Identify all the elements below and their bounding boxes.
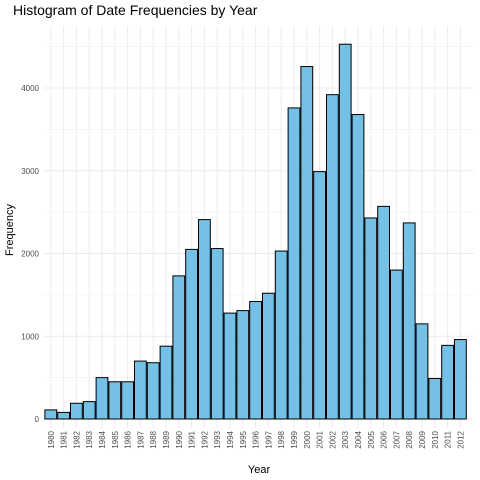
- bar-2003: [338, 43, 352, 420]
- x-tick-label: 1991: [188, 430, 197, 448]
- bar-1994: [223, 312, 237, 420]
- x-tick-label: 2002: [328, 430, 337, 448]
- x-tick-label: 1982: [72, 430, 81, 448]
- bar-1987: [134, 360, 147, 420]
- x-tick-label: 2003: [341, 430, 350, 448]
- x-tick-label: 1995: [239, 430, 248, 448]
- bar-1997: [262, 292, 275, 420]
- x-tick-label: 1992: [200, 430, 209, 448]
- x-tick-label: 2008: [405, 430, 414, 448]
- x-tick-label: 2001: [316, 430, 325, 448]
- bar-1998: [274, 250, 288, 420]
- x-tick-label: 1999: [290, 430, 299, 448]
- bar-2004: [351, 114, 365, 420]
- bar-1980: [44, 409, 58, 420]
- x-tick-label: 2009: [418, 430, 427, 448]
- bar-2011: [441, 344, 455, 420]
- x-tick-label: 2006: [380, 430, 389, 448]
- x-tick-label: 1994: [226, 430, 235, 448]
- y-tick-label: 2000: [21, 250, 39, 259]
- x-tick-label: 1987: [136, 430, 145, 448]
- bar-2006: [377, 205, 391, 420]
- bar-1996: [249, 301, 262, 420]
- x-tick-label: 1981: [60, 430, 69, 448]
- x-tick-label: 2007: [392, 430, 401, 448]
- x-tick-label: 2000: [303, 430, 312, 448]
- bar-1981: [57, 411, 71, 420]
- y-tick-label: 1000: [21, 332, 39, 341]
- bar-2005: [364, 217, 378, 420]
- bars: [44, 43, 467, 420]
- x-tick-label: 1996: [252, 430, 261, 448]
- bar-2002: [326, 94, 339, 420]
- chart-title: Histogram of Date Frequencies by Year: [13, 2, 258, 18]
- bar-1983: [82, 401, 96, 420]
- bar-1999: [287, 107, 301, 420]
- bar-1995: [236, 310, 250, 420]
- x-tick-label: 1988: [149, 430, 158, 448]
- x-tick-label: 1997: [264, 430, 273, 448]
- x-tick-label: 2005: [367, 430, 376, 448]
- x-tick-labels: 1980 1981 1982 1983 1984 1985 1986 1987 1988 1989…: [47, 430, 466, 448]
- bar-1990: [172, 275, 186, 420]
- bar-2000: [300, 66, 314, 420]
- bar-1988: [146, 362, 160, 420]
- y-tick-label: 4000: [21, 84, 39, 93]
- bar-2008: [402, 222, 416, 420]
- bar-1992: [198, 219, 211, 420]
- x-tick-label: 2011: [444, 430, 453, 448]
- bar-1985: [108, 381, 122, 420]
- y-axis-title: Frequency: [4, 204, 16, 256]
- x-tick-label: 1983: [85, 430, 94, 448]
- x-tick-label: 1998: [277, 430, 286, 448]
- x-axis-title: Year: [248, 464, 271, 476]
- bar-2012: [454, 339, 467, 420]
- x-tick-label: 1990: [175, 430, 184, 448]
- y-tick-label: 3000: [21, 167, 39, 176]
- x-tick-label: 2004: [354, 430, 363, 448]
- bar-1989: [159, 345, 173, 420]
- x-tick-label: 1986: [124, 430, 133, 448]
- x-tick-label: 1985: [111, 430, 120, 448]
- y-tick-labels: 0 1000 2000 3000 4000: [21, 84, 39, 424]
- x-tick-label: 2010: [431, 430, 440, 448]
- bar-2007: [390, 269, 403, 420]
- x-tick-label: 2012: [456, 430, 465, 448]
- bar-1986: [121, 381, 134, 420]
- bar-2009: [415, 323, 429, 420]
- bar-1984: [95, 377, 109, 420]
- bar-1991: [185, 248, 198, 420]
- bar-2001: [313, 171, 327, 420]
- x-tick-label: 1993: [213, 430, 222, 448]
- bar-1982: [70, 402, 83, 420]
- x-tick-label: 1989: [162, 430, 171, 448]
- x-tick-label: 1980: [47, 430, 56, 448]
- bar-2010: [428, 377, 442, 420]
- x-tick-label: 1984: [98, 430, 107, 448]
- y-tick-label: 0: [35, 415, 40, 424]
- bar-1993: [210, 248, 224, 420]
